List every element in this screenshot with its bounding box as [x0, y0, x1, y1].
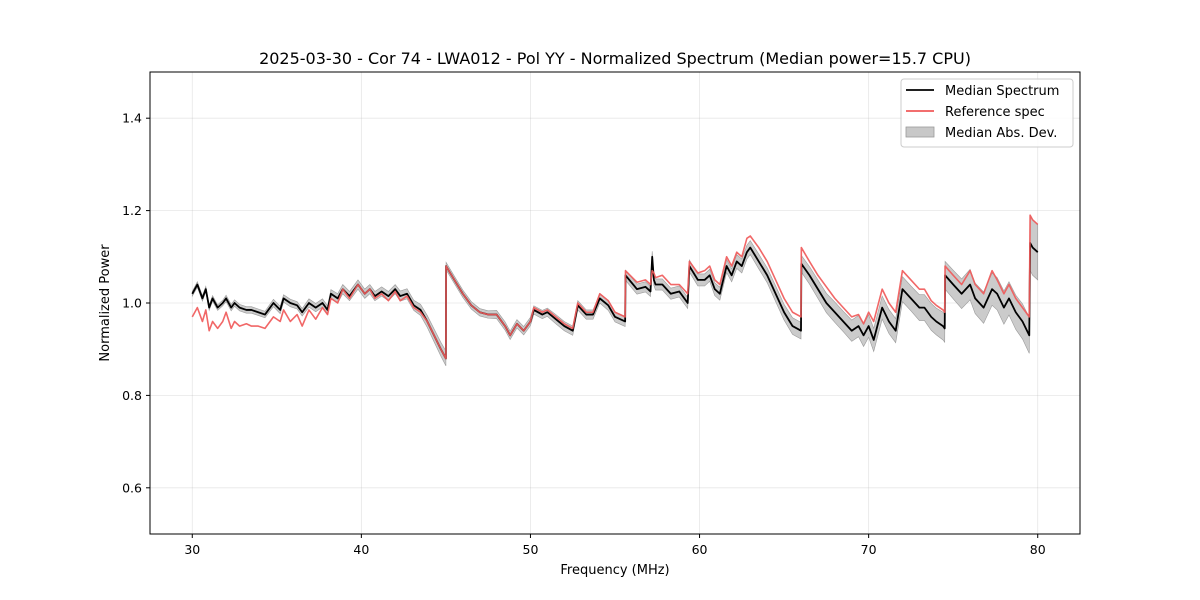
chart-title: 2025-03-30 - Cor 74 - LWA012 - Pol YY - …: [259, 49, 971, 68]
y-tick-label: 1.0: [122, 296, 142, 311]
series-line-reference-spec: [191, 214, 1039, 360]
y-tick-label: 0.6: [122, 480, 142, 495]
legend-box: [900, 78, 1074, 148]
plot-area: [191, 214, 1039, 366]
y-tick-label: 0.8: [122, 388, 142, 403]
x-tick-label: 70: [861, 542, 877, 557]
legend: Median Spectrum Reference spec Median Ab…: [900, 78, 1074, 148]
y-tick-label: 1.2: [122, 203, 142, 218]
x-tick-label: 40: [353, 542, 369, 557]
y-axis: 0.6 0.8 1.0 1.2 1.4: [122, 111, 150, 495]
x-tick-label: 50: [523, 542, 539, 557]
legend-label-median: Median Spectrum: [945, 84, 1059, 99]
x-tick-label: 30: [184, 542, 200, 557]
series-line-median-spectrum: [191, 242, 1039, 360]
x-axis-label: Frequency (MHz): [560, 563, 669, 578]
legend-label-mad: Median Abs. Dev.: [945, 126, 1057, 141]
x-axis: 30 40 50 60 70 80: [184, 534, 1046, 557]
y-axis-label: Normalized Power: [98, 244, 113, 362]
x-tick-label: 60: [692, 542, 708, 557]
legend-label-reference: Reference spec: [945, 105, 1045, 120]
x-tick-label: 80: [1030, 542, 1046, 557]
y-tick-label: 1.4: [122, 111, 142, 126]
legend-swatch-mad: [905, 126, 935, 138]
